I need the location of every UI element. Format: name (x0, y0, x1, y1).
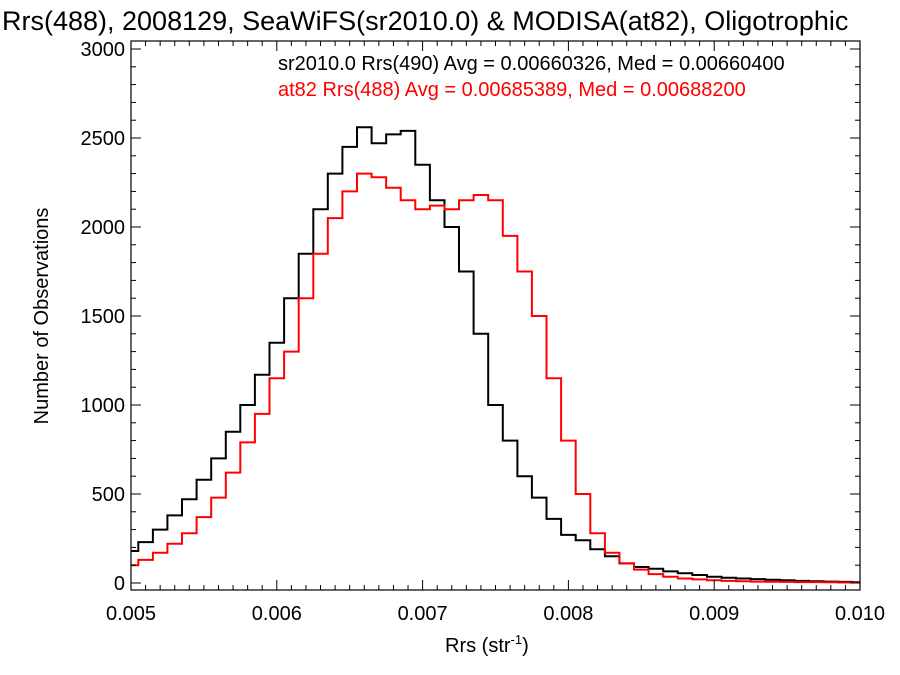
y-axis-label: Number of Observations (31, 208, 53, 425)
x-axis-label-close: ) (522, 635, 529, 657)
x-tick-label: 0.008 (543, 603, 593, 625)
annotation-black: sr2010.0 Rrs(490) Avg = 0.00660326, Med … (278, 53, 785, 75)
y-tick-label: 500 (92, 484, 125, 506)
series-line-0 (131, 126, 860, 584)
annotation-red: at82 Rrs(488) Avg = 0.00685389, Med = 0.… (278, 79, 746, 101)
tick-layer: 0.005 0.006 0.007 0.008 0.009 0.010 0 500 1000 15… (81, 39, 886, 625)
y-tick-label: 2500 (81, 128, 126, 150)
series-line-1 (131, 172, 860, 584)
x-tick-label: 0.010 (835, 603, 885, 625)
y-tick-label: 2000 (81, 217, 126, 239)
x-tick-label: 0.007 (398, 603, 448, 625)
x-tick-label: 0.005 (106, 603, 156, 625)
x-tick-label: 0.006 (252, 603, 302, 625)
y-tick-label: 3000 (81, 39, 126, 61)
series-layer (131, 126, 860, 584)
x-tick-label: 0.009 (689, 603, 739, 625)
y-tick-label: 1000 (81, 395, 126, 417)
y-tick-label: 0 (114, 573, 125, 595)
chart-title: Rrs(488), 2008129, SeaWiFS(sr2010.0) & M… (2, 6, 848, 36)
plot-frame (130, 40, 861, 591)
x-axis-label-main: Rrs (str (445, 635, 511, 657)
y-tick-label: 1500 (81, 306, 126, 328)
x-axis-label: Rrs (str-1) (445, 632, 529, 657)
x-axis-label-sup: -1 (511, 632, 523, 647)
